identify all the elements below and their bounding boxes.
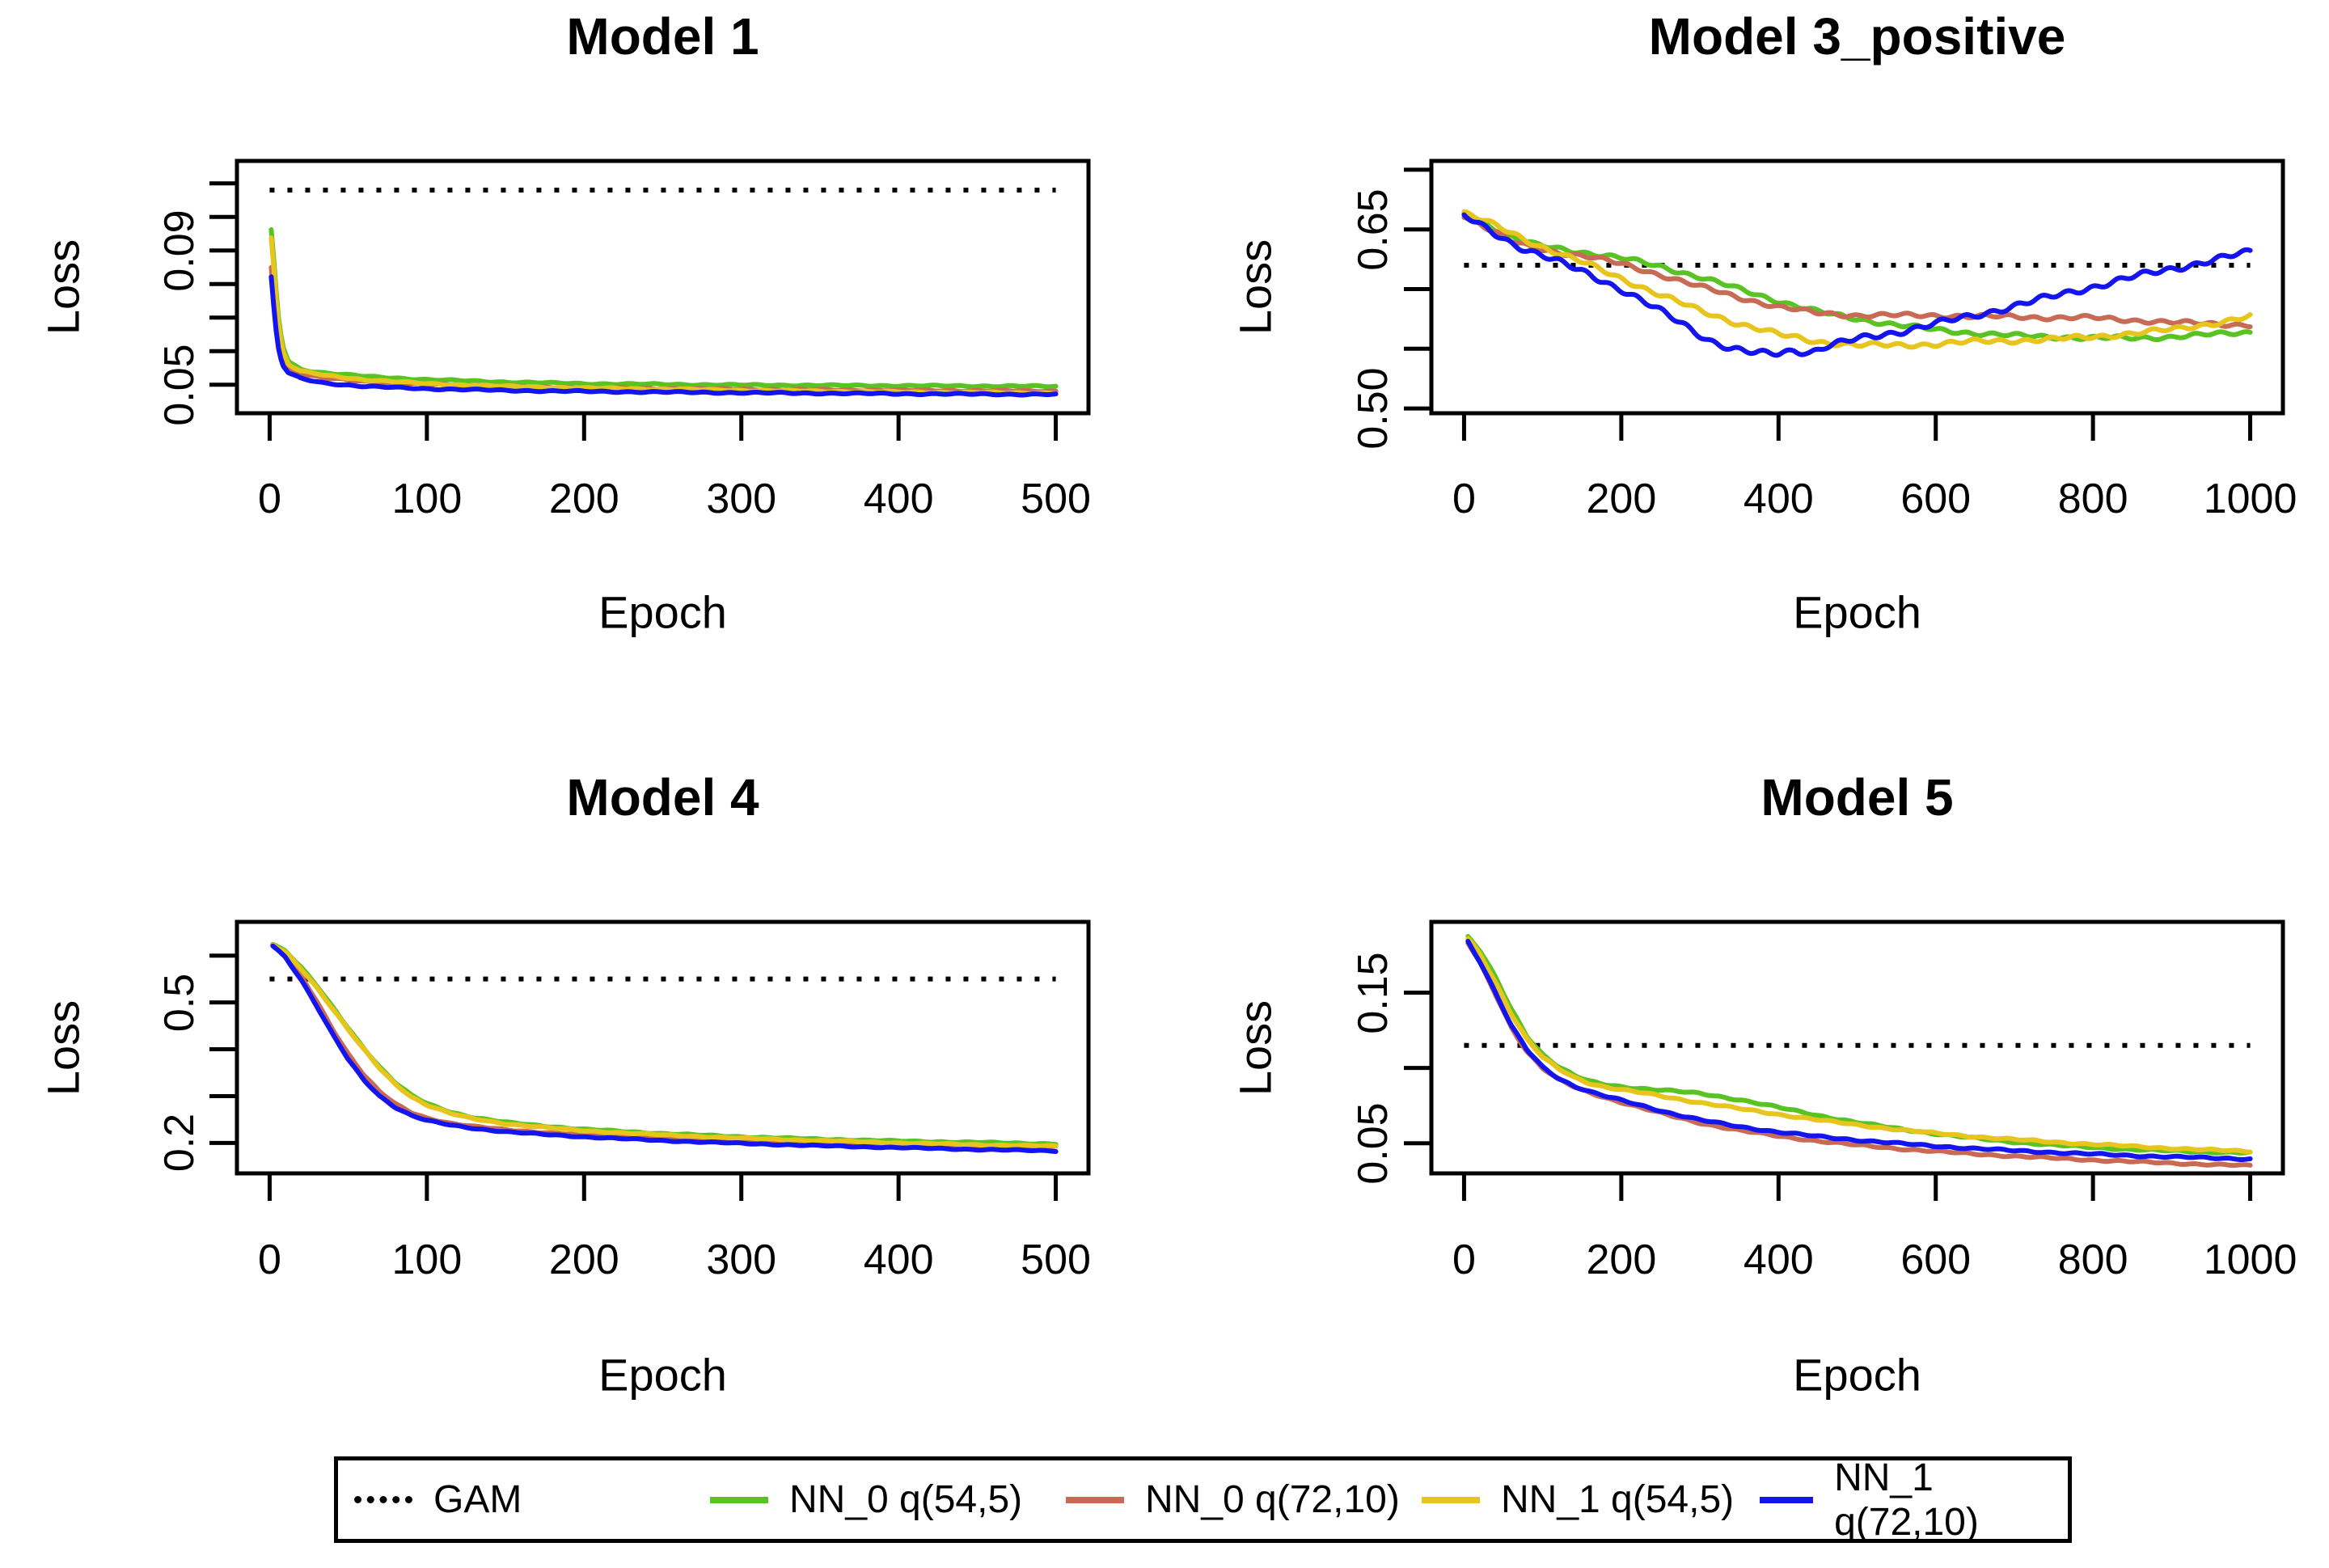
y-tick-label: 0.15 [1350, 951, 1397, 1034]
x-tick-label: 400 [1743, 475, 1814, 522]
x-tick-label: 300 [706, 475, 777, 522]
series-curve-nn0_q54_5 [270, 941, 1059, 1147]
x-tick-label: 1000 [2203, 1236, 2297, 1283]
series-curve-nn1_q54_5 [268, 235, 1059, 396]
series-curve-nn1_q72_10 [270, 943, 1059, 1154]
series-curve-nn1_q54_5 [1461, 209, 2253, 350]
plot-box-1 [1429, 158, 2285, 416]
x-tick-label: 500 [1021, 475, 1091, 522]
nn1-q72-10-line-sample [1760, 1496, 1814, 1503]
x-axis-label: Epoch [1793, 586, 1921, 638]
nn0-q72-10-line-sample [1066, 1496, 1124, 1503]
x-tick-label: 400 [1743, 1236, 1814, 1283]
x-tick-label: 400 [863, 1236, 934, 1283]
plot-box-0 [235, 158, 1091, 416]
y-tick-label: 0.5 [156, 973, 203, 1032]
plot-box-3 [1429, 919, 2285, 1176]
x-tick-label: 0 [1452, 475, 1476, 522]
legend-item-gam: GAM [354, 1460, 522, 1539]
legend-item-nn0-q72-10: NN_0 q(72,10) [1066, 1460, 1400, 1539]
y-axis-label: Loss [1229, 1000, 1281, 1096]
y-tick-label: 0.65 [1350, 188, 1397, 271]
y-axis-label: Loss [37, 1000, 89, 1096]
gam-dotted-line-sample [354, 1496, 412, 1503]
x-tick-label: 600 [1900, 475, 1972, 522]
series-curve-nn0_q72_10 [268, 264, 1059, 395]
y-tick-label: 0.2 [156, 1114, 203, 1173]
legend-box: GAM NN_0 q(54,5) NN_0 q(72,10) NN_1 q(54… [334, 1456, 2072, 1544]
x-tick-label: 800 [2057, 475, 2128, 522]
x-tick-label: 400 [863, 475, 934, 522]
y-tick-label: 0.09 [156, 209, 203, 292]
x-axis-label: Epoch [1793, 1349, 1921, 1401]
legend-item-nn1-q72-10: NN_1 q(72,10) [1760, 1456, 2068, 1544]
legend-label-nn0-q54-5: NN_0 q(54,5) [789, 1478, 1023, 1521]
x-tick-label: 0 [257, 475, 281, 522]
series-curve-nn0_q72_10 [1461, 214, 2253, 330]
panel-title: Model 1 [566, 7, 759, 66]
x-tick-label: 500 [1021, 1236, 1091, 1283]
x-axis-label: Epoch [598, 1349, 727, 1401]
series-curve-nn1_q54_5 [1465, 936, 2253, 1155]
x-tick-label: 0 [1452, 1236, 1476, 1283]
x-tick-label: 200 [1586, 1236, 1657, 1283]
series-curve-nn1_q72_10 [1465, 939, 2253, 1162]
x-tick-label: 300 [706, 1236, 777, 1283]
x-tick-label: 0 [257, 1236, 281, 1283]
y-tick-label: 0.05 [156, 344, 203, 426]
y-tick-label: 0.50 [1350, 367, 1397, 450]
y-axis-label: Loss [37, 239, 89, 336]
x-tick-label: 100 [391, 1236, 463, 1283]
x-tick-label: 800 [2057, 1236, 2128, 1283]
x-axis-label: Epoch [598, 586, 727, 638]
panel-title: Model 3_positive [1648, 7, 2066, 66]
legend-label-nn1-q72-10: NN_1 q(72,10) [1834, 1456, 1979, 1544]
x-tick-label: 100 [391, 475, 463, 522]
panel-title: Model 4 [566, 768, 759, 826]
legend-label-nn0-q72-10: NN_0 q(72,10) [1145, 1478, 1400, 1521]
legend-item-nn1-q54-5: NN_1 q(54,5) [1422, 1460, 1734, 1539]
series-curve-nn1_q72_10 [1461, 212, 2253, 358]
series-curve-nn0_q72_10 [270, 942, 1059, 1150]
y-axis-label: Loss [1229, 239, 1281, 336]
x-tick-label: 600 [1900, 1236, 1972, 1283]
x-tick-label: 1000 [2203, 475, 2297, 522]
legend-label-gam: GAM [433, 1478, 522, 1521]
nn1-q54-5-line-sample [1422, 1496, 1480, 1503]
x-tick-label: 200 [1586, 475, 1657, 522]
series-curve-nn1_q54_5 [270, 942, 1059, 1149]
y-tick-label: 0.05 [1350, 1102, 1397, 1185]
series-curve-nn1_q72_10 [268, 274, 1059, 398]
series-curve-nn0_q54_5 [268, 227, 1059, 390]
legend-item-nn0-q54-5: NN_0 q(54,5) [710, 1460, 1022, 1539]
nn0-q54-5-line-sample [710, 1496, 768, 1503]
x-tick-label: 200 [548, 1236, 619, 1283]
x-tick-label: 200 [548, 475, 619, 522]
panel-title: Model 5 [1760, 768, 1954, 826]
series-curve-nn0_q72_10 [1465, 940, 2253, 1169]
legend-label-nn1-q54-5: NN_1 q(54,5) [1501, 1478, 1735, 1521]
